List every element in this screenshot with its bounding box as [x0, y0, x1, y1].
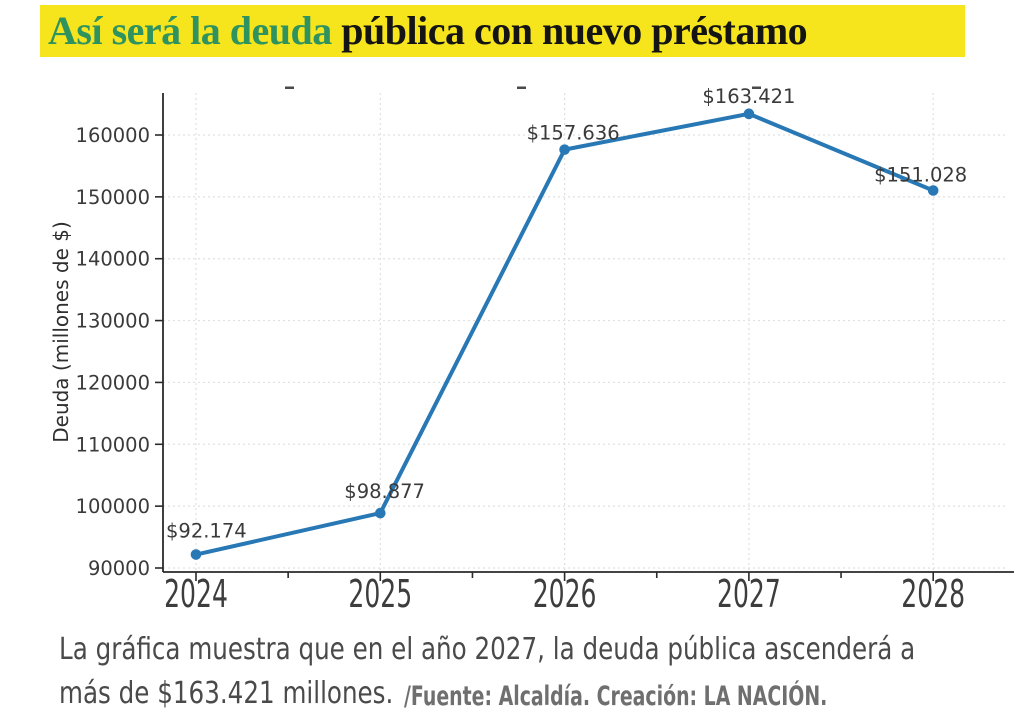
headline-rest: pública con nuevo préstamo [331, 8, 808, 53]
y-tick-label: 130000 [76, 310, 150, 333]
data-point [927, 185, 939, 196]
y-tick-label: 120000 [76, 371, 150, 394]
y-tick-label: 150000 [76, 186, 150, 209]
data-point-label: $98.877 [344, 480, 425, 503]
data-point [559, 144, 570, 155]
data-point [743, 108, 755, 120]
y-tick-label: 110000 [76, 433, 150, 456]
caption-source: /Fuente: Alcaldía. Creación: LA NACIÓN. [404, 681, 828, 712]
cropped-text-artifact [752, 86, 761, 89]
y-tick-label: 160000 [76, 124, 150, 147]
x-tick-label: 2024 [164, 572, 228, 617]
x-tick-label: 2027 [717, 572, 781, 617]
cropped-text-artifact [285, 86, 294, 89]
y-tick-label: 140000 [76, 248, 150, 271]
caption-line-1: La gráfica muestra que en el año 2027, l… [59, 632, 916, 667]
y-tick-label: 90000 [88, 557, 150, 580]
data-point-label: $151.028 [874, 163, 967, 186]
data-point [190, 549, 202, 560]
headline-band: Así será la deuda pública con nuevo prés… [40, 5, 965, 57]
cropped-text-artifact [517, 86, 526, 89]
y-tick-label: 100000 [76, 495, 150, 518]
data-point [375, 507, 386, 519]
y-axis-title: Deuda (millones de $) [49, 221, 73, 443]
data-point-label: $163.421 [702, 85, 795, 108]
caption-line-2: más de $163.421 millones. [59, 676, 394, 711]
x-tick-label: 2025 [348, 572, 412, 617]
headline-highlight: Así será la deuda [48, 8, 332, 53]
x-tick-label: 2028 [901, 572, 965, 617]
x-tick-label: 2026 [533, 572, 597, 617]
data-point-label: $157.636 [527, 122, 620, 145]
data-point-label: $92.174 [166, 520, 247, 543]
